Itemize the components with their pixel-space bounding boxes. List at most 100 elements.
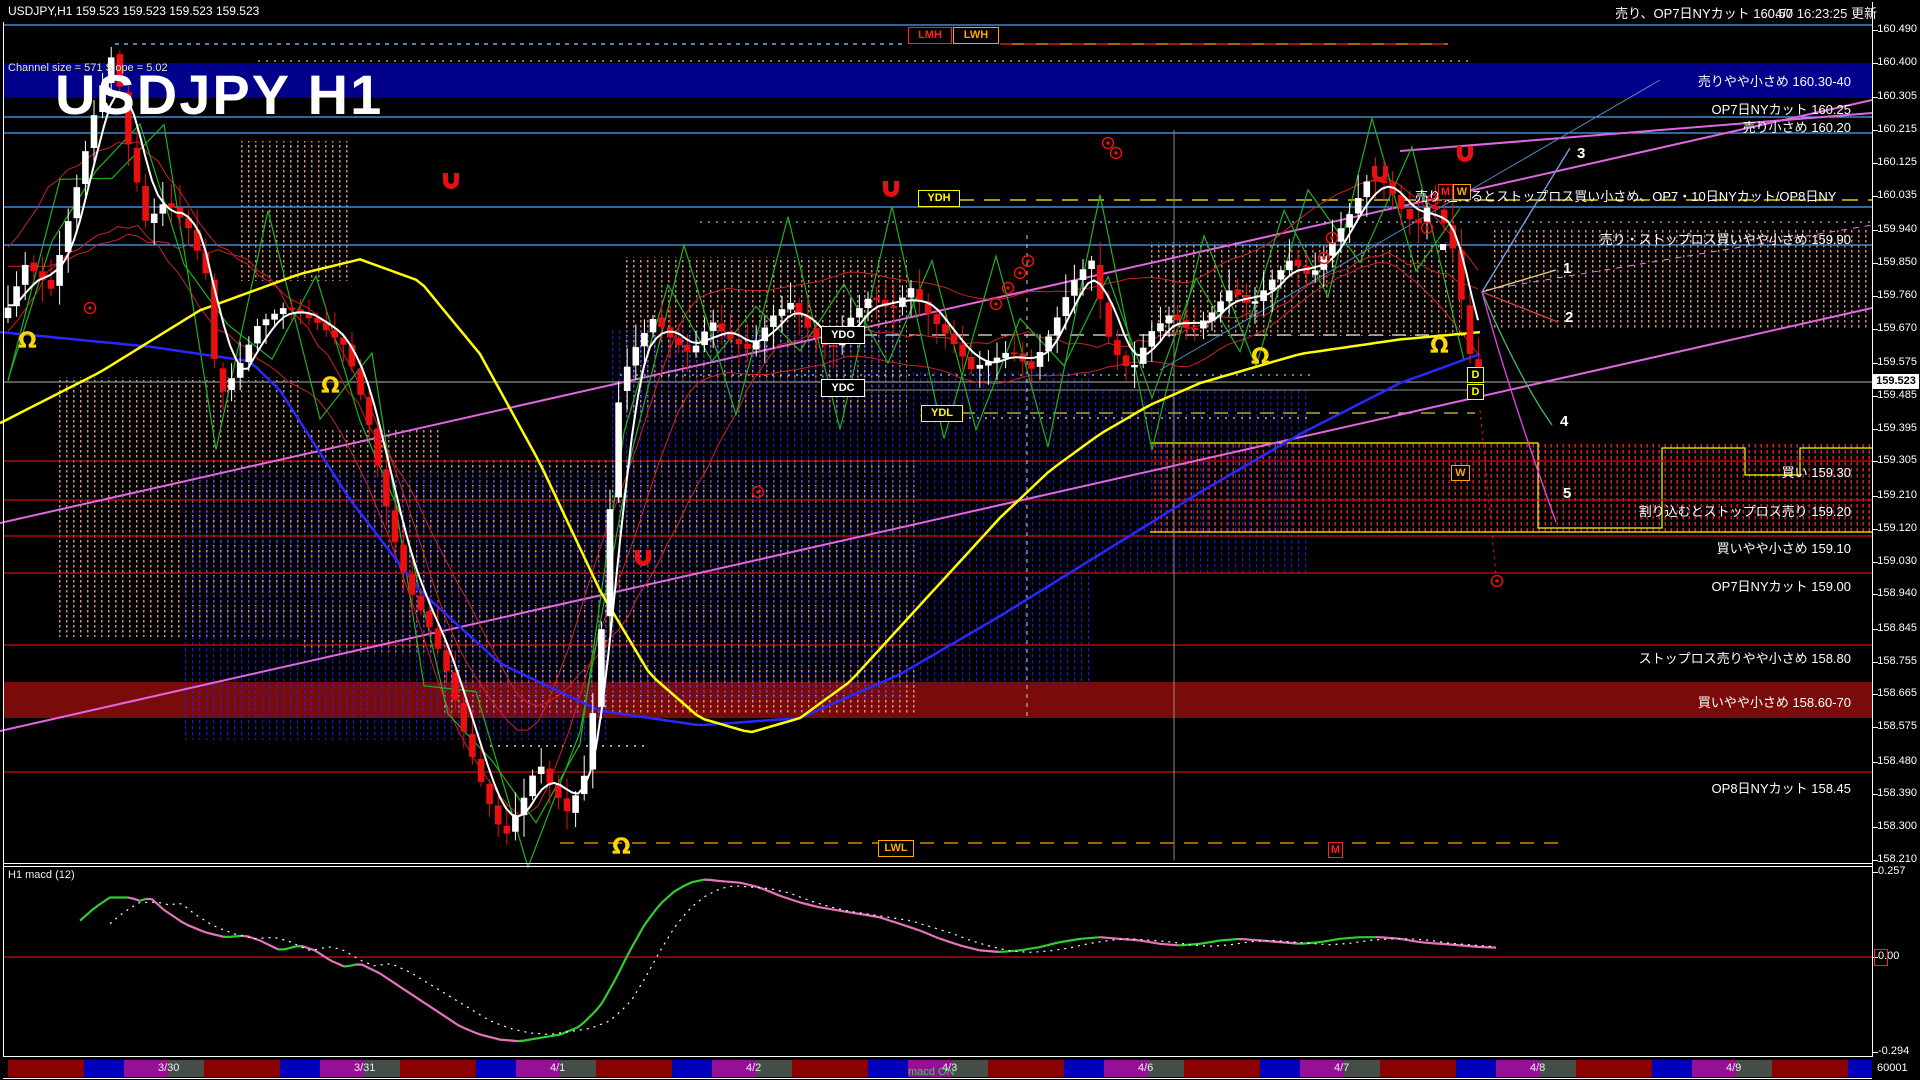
session-ribbon-segment [1300,1060,1344,1077]
price-band [3,63,1872,98]
signal-dot-center [1431,198,1435,202]
price-axis-label: 158.480 [1877,755,1917,767]
signal-dot-icon [1420,221,1434,235]
axis-tick [1872,296,1878,297]
level-box-lwh: LWH [953,27,999,44]
session-ribbon-segment [1692,1060,1736,1077]
price-axis-label: 158.845 [1877,622,1917,634]
axis-tick [1872,860,1878,861]
price-annotation: 買いやや小さめ 158.60-70 [1697,695,1851,710]
trendline[interactable] [0,99,1873,524]
price-axis-label: 160.215 [1877,123,1917,135]
envelope-mid [8,233,1479,707]
axis-tick [1872,762,1878,763]
axis-tick [1872,396,1878,397]
price-axis-label: 160.125 [1877,156,1917,168]
axis-tick [1872,1052,1878,1053]
trendline[interactable] [1399,112,1873,152]
buy-zone-hatch [1150,443,1872,532]
projection-line [1481,291,1559,323]
axis-tick [1872,230,1878,231]
session-ribbon-segment [560,1060,596,1077]
level-box-ydc: YDC [821,379,865,397]
projection-line [1481,291,1557,523]
price-annotation: OP7日NYカット 160.25 [1711,102,1851,117]
session-ribbon-segment [1456,1060,1496,1077]
signal-dot-center [1006,286,1010,290]
macd-line-down [241,934,279,951]
date-label: 3/31 [354,1062,376,1074]
session-ribbon-segment [712,1060,756,1077]
envelope-upper [7,140,1479,731]
signal-dot-icon [1426,193,1440,207]
session-ribbon-segment [204,1060,280,1077]
update-timestamp: 4/7 16:23:25 更新 [1775,6,1877,21]
subwindow-separator-2 [3,866,1872,867]
level-box-ydo: YDO [821,326,865,344]
session-ribbon-segment [908,1060,952,1077]
price-axis-label: 159.395 [1877,422,1917,434]
axis-tick [1872,196,1878,197]
level-box-lmh: LMH [908,27,952,44]
session-ribbon-segment [756,1060,792,1077]
session-ribbon-segment [1104,1060,1148,1077]
macd-line-down [145,897,225,938]
price-annotation: OP7日NYカット 159.00 [1711,579,1851,594]
session-ribbon-segment [124,1060,168,1077]
ma-yellow [0,257,1481,734]
price-axis-label: 160.305 [1877,90,1917,102]
macd-line-up [139,897,147,902]
macd-line-up [278,945,303,951]
axis-tick [1872,63,1878,64]
signal-dot-icon [1013,266,1027,280]
level-box-d: D [1467,367,1484,383]
price-axis-label: 159.305 [1877,454,1917,466]
projection-label-4: 4 [1560,413,1569,430]
session-ribbon-segment [516,1060,560,1077]
level-box-w: W [1453,184,1471,200]
trendline[interactable] [1485,224,1873,291]
session-ribbon-segment [1652,1060,1692,1077]
session-ribbon-segment [400,1060,476,1077]
date-label: 4/7 [1334,1062,1350,1074]
session-ribbon-segment [280,1060,320,1077]
signal-dot-center [88,306,92,310]
axis-tick [1872,329,1878,330]
date-label: 4/8 [1530,1062,1546,1074]
buy-arrow-icon: Ω [18,329,37,354]
signal-dot-icon [1490,574,1504,588]
price-axis-label: 159.940 [1877,223,1917,235]
signal-dot-icon [1325,231,1339,245]
macd-line-up [1177,937,1239,947]
projection-line [1481,147,1571,293]
price-annotation: 売り 超えるとストップロス買い小さめ、OP7・10日NYカット/OP8日NY [1415,189,1837,204]
indicator-cloud [1490,230,1872,330]
sell-arrow-icon [635,550,651,566]
signal-dot-center [994,302,998,306]
axis-tick [1872,827,1878,828]
watermark: USDJPY H1 [55,63,384,126]
projection-label-3: 3 [1577,145,1585,162]
axis-tick [1872,429,1878,430]
macd-line-down [1237,937,1299,945]
price-annotation: 売り小さめ 160.20 [1742,120,1851,135]
axis-tick [1872,529,1878,530]
session-ribbon-segment [1576,1060,1652,1077]
trendline[interactable] [0,307,1873,732]
macd-line-down [127,896,141,902]
buy-arrow-icon: Ω [321,374,340,399]
session-ribbon-segment [792,1060,868,1077]
price-annotation: 割り込むとストップロス売り 159.20 [1638,504,1851,519]
session-ribbon-segment [1380,1060,1456,1077]
top-level-annotation: 売り、OP7日NYカット 160.50 [1615,6,1793,21]
macd-line-down [301,945,345,968]
signal-dot-center [1018,271,1022,275]
axis-tick [1872,957,1878,958]
price-axis-label: 159.760 [1877,289,1917,301]
price-annotation: 売り・ストップロス買いやや小さめ 159.90 [1599,232,1851,247]
zigzag-line [7,123,1465,870]
price-axis-label: 158.665 [1877,687,1917,699]
date-axis[interactable] [8,1060,1872,1077]
macd-line-up [1297,936,1376,945]
